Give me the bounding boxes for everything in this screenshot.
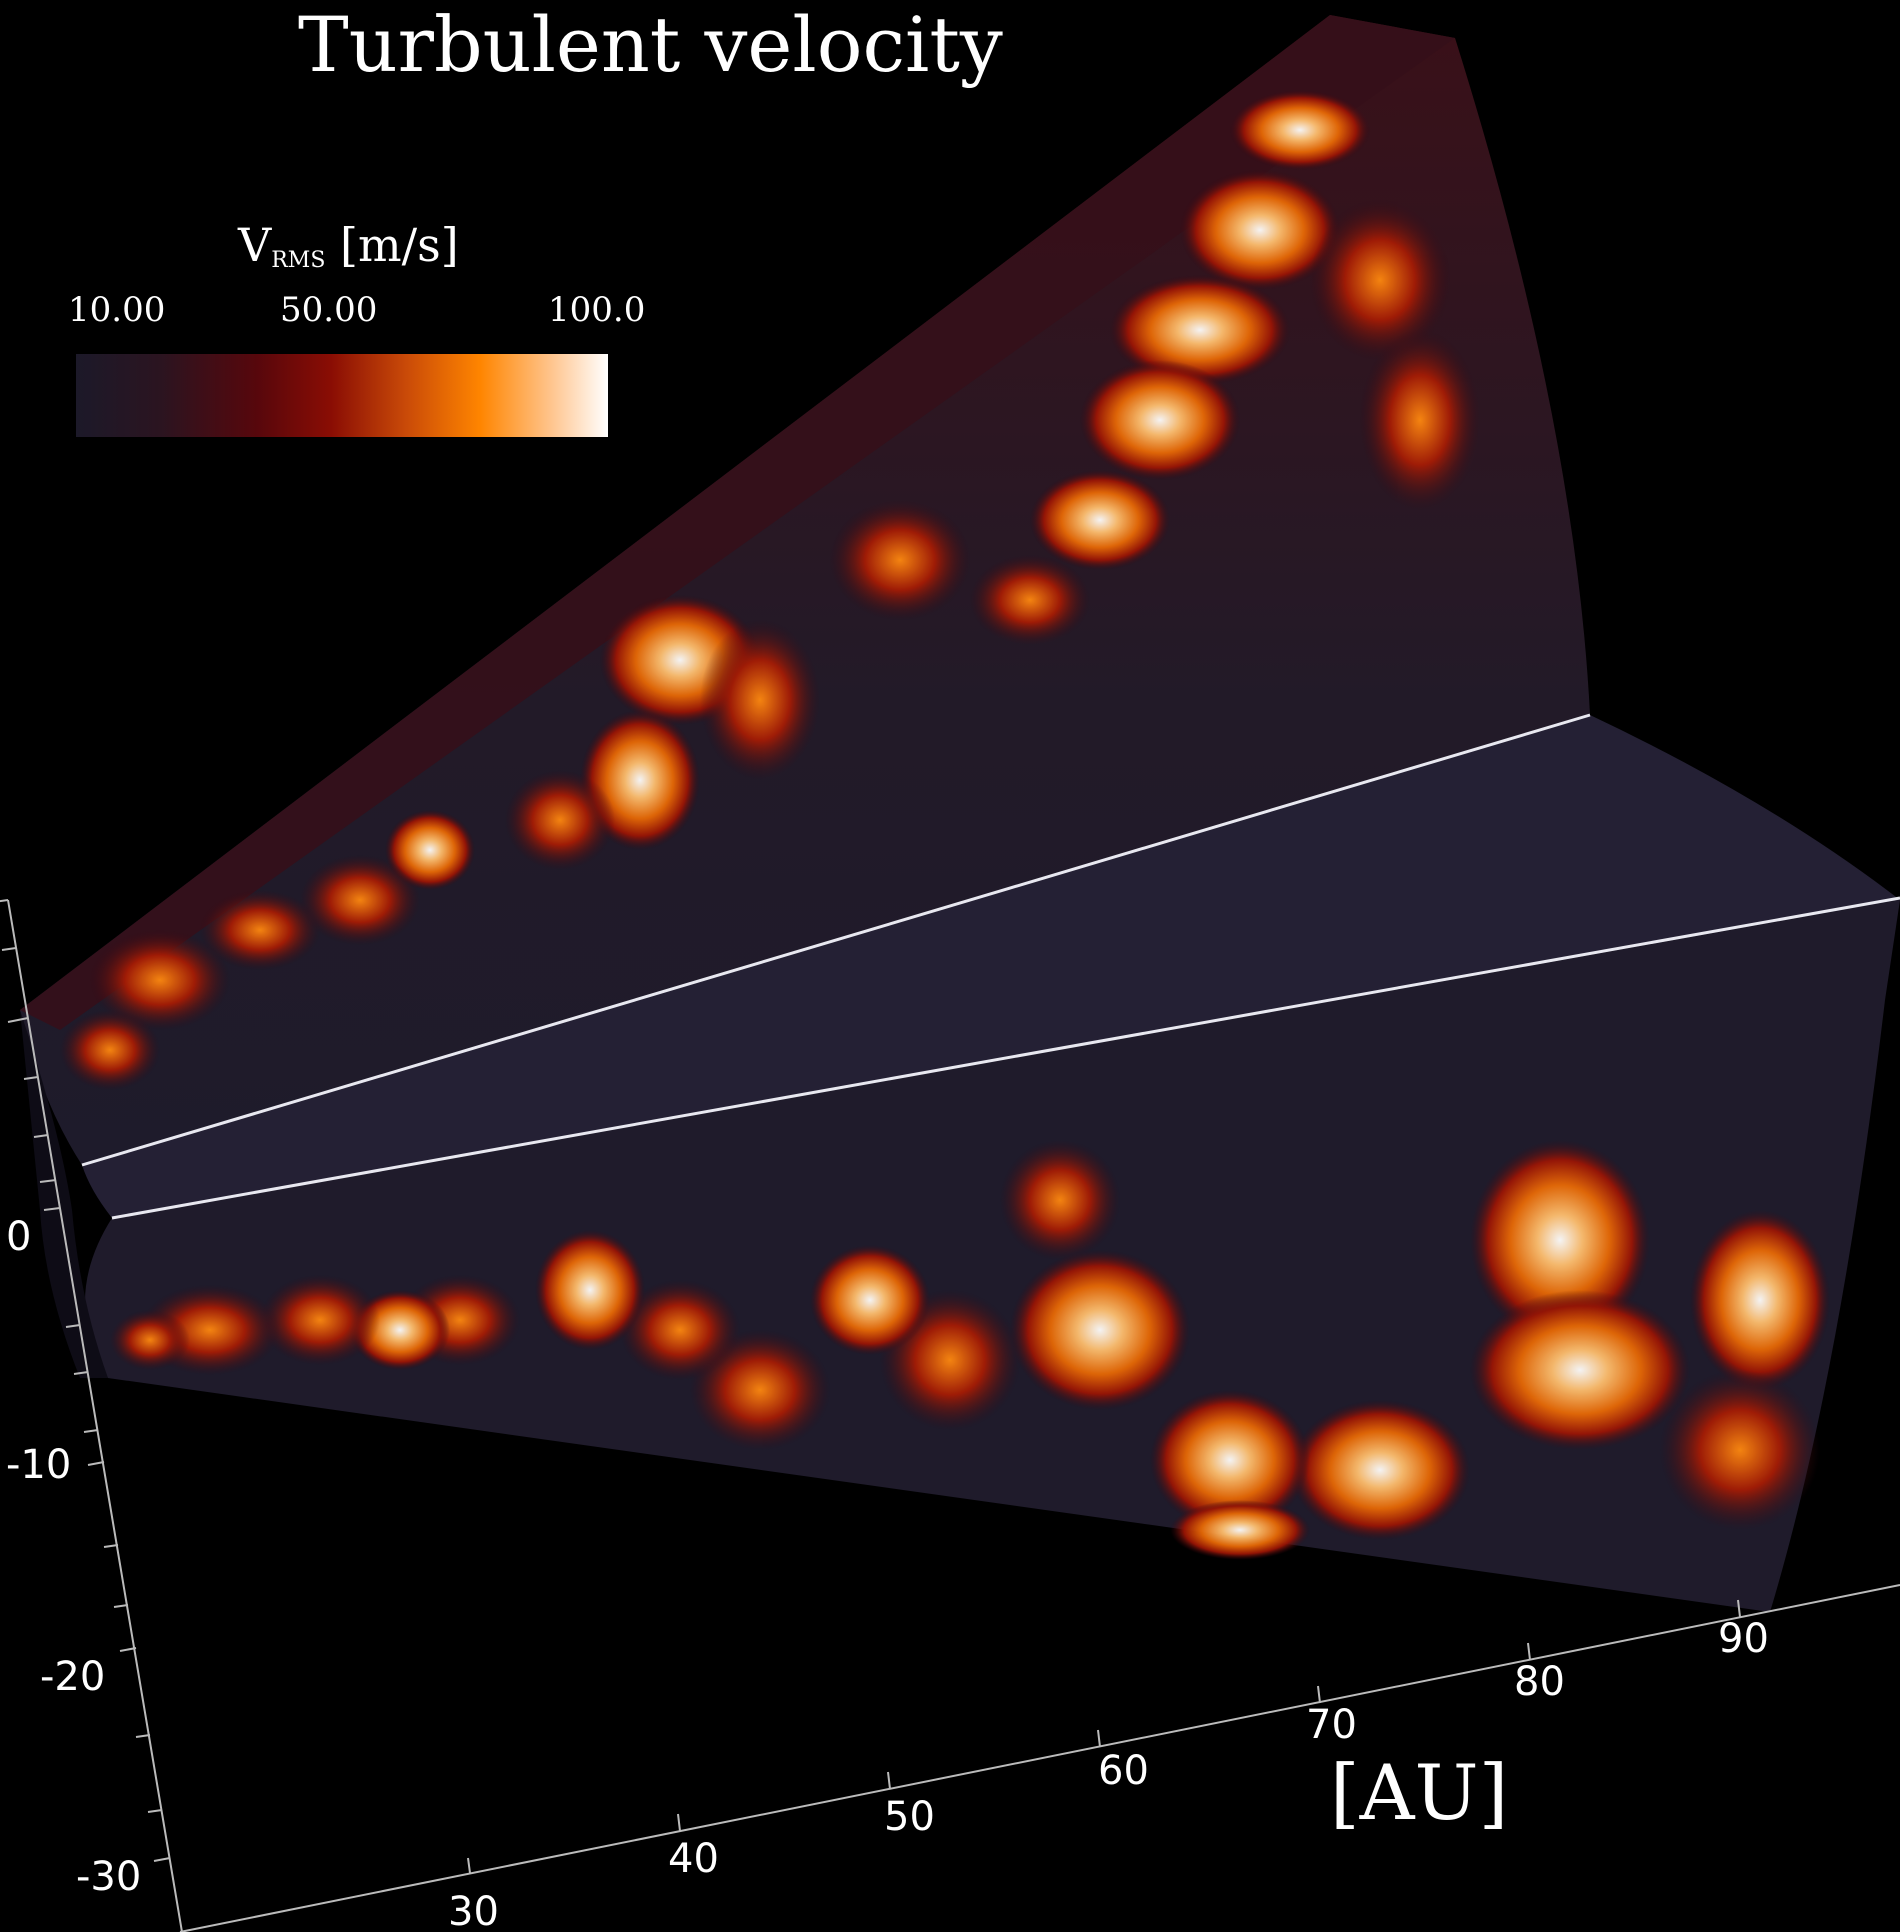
depth-tick-50: 50 <box>884 1794 935 1840</box>
colorbar-label: VRMS [m/s] <box>238 218 459 273</box>
colorbar <box>76 354 608 437</box>
vertical-tick-minus30: -30 <box>76 1854 141 1900</box>
vertical-tick-minus10: -10 <box>6 1442 71 1488</box>
depth-tick-30: 30 <box>448 1889 499 1932</box>
depth-tick-80: 80 <box>1514 1659 1565 1705</box>
vertical-axis-ticks-marks <box>0 899 171 1862</box>
lower-turbulence <box>110 1140 1830 1560</box>
depth-axis <box>179 1584 1900 1932</box>
vertical-axis <box>7 899 183 1932</box>
vertical-tick-minus20: -20 <box>40 1654 105 1700</box>
colorbar-tick-min: 10.00 <box>68 290 166 330</box>
depth-tick-70: 70 <box>1306 1702 1357 1748</box>
depth-tick-40: 40 <box>668 1836 719 1882</box>
colorbar-tick-mid: 50.00 <box>280 290 378 330</box>
colorbar-label-main: V <box>238 218 272 272</box>
boundary-line-upper <box>81 713 1591 1167</box>
midplane-wedge <box>82 715 1900 1218</box>
colorbar-tick-max: 100.0 <box>548 290 646 330</box>
upper-turbulence <box>60 90 1480 1090</box>
depth-axis-tick-marks <box>467 1599 1741 1874</box>
depth-tick-60: 60 <box>1098 1748 1149 1794</box>
vertical-tick-0: 0 <box>6 1214 31 1260</box>
colorbar-label-unit: [m/s] <box>340 218 459 272</box>
colorbar-label-sub: RMS <box>271 248 326 273</box>
figure-title: Turbulent velocity <box>298 0 1003 89</box>
axis-unit-label: [AU] <box>1330 1748 1509 1837</box>
boundary-line-lower <box>111 896 1900 1220</box>
upper-wedge-side <box>20 15 1455 1030</box>
depth-tick-90: 90 <box>1718 1616 1769 1662</box>
